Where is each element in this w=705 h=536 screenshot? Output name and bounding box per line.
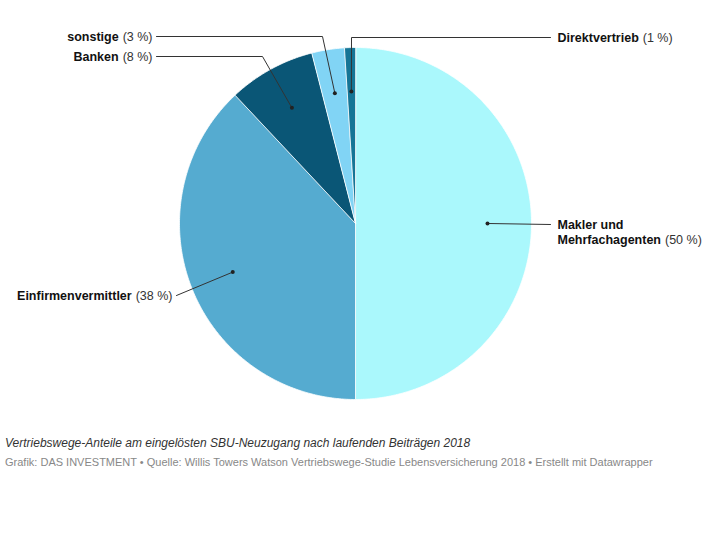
svg-text:(50 %): (50 %) (665, 233, 702, 247)
svg-text:Einfirmenvermittler: Einfirmenvermittler (17, 289, 132, 303)
html-text:Vertriebswege-Anteile am einge: Vertriebswege-Anteile am eingelösten SBU… (5, 436, 471, 450)
html-text:Grafik: DAS INVESTMENT • Quell: Grafik: DAS INVESTMENT • Quelle: Willis … (5, 456, 653, 468)
svg-text:(8 %): (8 %) (123, 50, 153, 64)
svg-text:(3 %): (3 %) (123, 30, 153, 44)
svg-text:sonstige: sonstige (67, 30, 118, 44)
svg-text:(1 %): (1 %) (643, 31, 673, 45)
svg-text:Direktvertrieb: Direktvertrieb (558, 31, 640, 45)
svg-text:Mehrfachagenten: Mehrfachagenten (558, 233, 662, 247)
svg-text:(38 %): (38 %) (136, 289, 173, 303)
svg-text:Makler und: Makler und (558, 218, 624, 232)
svg-text:Banken: Banken (73, 50, 118, 64)
